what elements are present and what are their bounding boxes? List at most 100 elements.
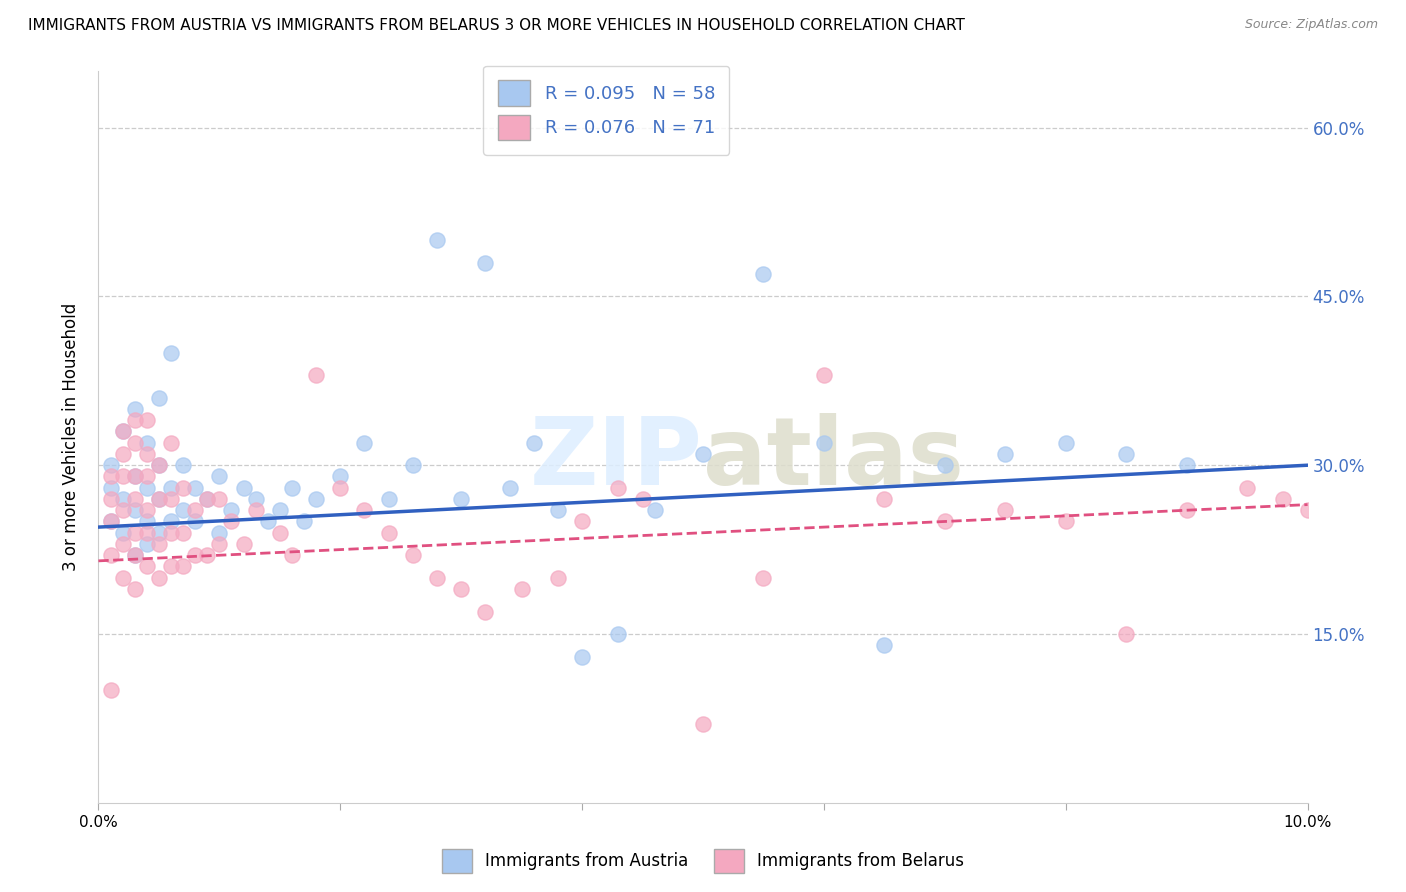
Point	[148, 391, 170, 405]
Point	[353, 435, 375, 450]
Point	[111, 469, 134, 483]
Point	[1115, 447, 1137, 461]
Point	[184, 548, 207, 562]
Point	[208, 525, 231, 540]
Point	[148, 571, 170, 585]
Point	[1054, 515, 1077, 529]
Point	[402, 458, 425, 473]
Point	[1115, 627, 1137, 641]
Point	[195, 491, 218, 506]
Point	[631, 491, 654, 506]
Point	[100, 515, 122, 529]
Point	[692, 447, 714, 461]
Point	[523, 435, 546, 450]
Point	[208, 537, 231, 551]
Point	[305, 368, 328, 383]
Point	[208, 469, 231, 483]
Point	[160, 559, 183, 574]
Point	[232, 537, 254, 551]
Point	[111, 447, 134, 461]
Point	[450, 491, 472, 506]
Point	[813, 435, 835, 450]
Point	[160, 481, 183, 495]
Point	[135, 447, 157, 461]
Point	[256, 515, 278, 529]
Point	[474, 605, 496, 619]
Point	[124, 413, 146, 427]
Point	[184, 515, 207, 529]
Point	[873, 491, 896, 506]
Point	[1296, 503, 1319, 517]
Point	[353, 503, 375, 517]
Point	[195, 491, 218, 506]
Point	[100, 458, 122, 473]
Point	[232, 481, 254, 495]
Point	[184, 503, 207, 517]
Point	[100, 491, 122, 506]
Point	[208, 491, 231, 506]
Point	[124, 435, 146, 450]
Point	[135, 559, 157, 574]
Point	[111, 425, 134, 439]
Point	[269, 503, 291, 517]
Point	[402, 548, 425, 562]
Point	[994, 447, 1017, 461]
Point	[160, 525, 183, 540]
Point	[160, 435, 183, 450]
Point	[160, 491, 183, 506]
Point	[245, 491, 267, 506]
Point	[135, 515, 157, 529]
Legend: R = 0.095   N = 58, R = 0.076   N = 71: R = 0.095 N = 58, R = 0.076 N = 71	[484, 66, 730, 155]
Point	[135, 469, 157, 483]
Text: IMMIGRANTS FROM AUSTRIA VS IMMIGRANTS FROM BELARUS 3 OR MORE VEHICLES IN HOUSEHO: IMMIGRANTS FROM AUSTRIA VS IMMIGRANTS FR…	[28, 18, 965, 33]
Text: atlas: atlas	[703, 413, 965, 505]
Point	[269, 525, 291, 540]
Point	[172, 559, 194, 574]
Point	[571, 649, 593, 664]
Point	[124, 548, 146, 562]
Point	[111, 425, 134, 439]
Point	[547, 503, 569, 517]
Point	[160, 345, 183, 359]
Point	[571, 515, 593, 529]
Point	[172, 458, 194, 473]
Point	[100, 515, 122, 529]
Point	[426, 571, 449, 585]
Point	[172, 481, 194, 495]
Point	[329, 469, 352, 483]
Point	[111, 571, 134, 585]
Point	[426, 233, 449, 247]
Point	[752, 267, 775, 281]
Point	[498, 481, 520, 495]
Point	[135, 435, 157, 450]
Point	[329, 481, 352, 495]
Point	[692, 717, 714, 731]
Point	[124, 548, 146, 562]
Point	[160, 515, 183, 529]
Point	[148, 525, 170, 540]
Point	[148, 458, 170, 473]
Point	[111, 503, 134, 517]
Point	[148, 458, 170, 473]
Point	[135, 481, 157, 495]
Point	[1272, 491, 1295, 506]
Point	[281, 481, 304, 495]
Point	[100, 481, 122, 495]
Point	[1236, 481, 1258, 495]
Point	[135, 537, 157, 551]
Point	[124, 582, 146, 596]
Point	[644, 503, 666, 517]
Point	[245, 503, 267, 517]
Point	[607, 481, 630, 495]
Point	[148, 491, 170, 506]
Point	[135, 525, 157, 540]
Point	[124, 401, 146, 416]
Point	[377, 491, 399, 506]
Point	[994, 503, 1017, 517]
Point	[135, 503, 157, 517]
Point	[221, 503, 243, 517]
Point	[124, 469, 146, 483]
Point	[111, 491, 134, 506]
Point	[873, 638, 896, 652]
Point	[547, 571, 569, 585]
